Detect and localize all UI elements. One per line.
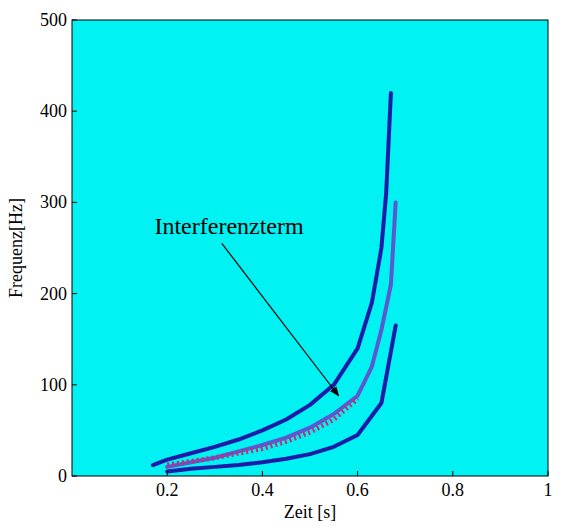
ridge-line [153, 93, 391, 465]
x-tick [548, 471, 549, 476]
series-group [153, 93, 396, 471]
x-tick-label: 0.2 [156, 480, 179, 500]
plot-area [72, 20, 548, 476]
y-tick [72, 111, 77, 112]
chart: 0.2 0.4 0.6 0.8 1 0 100 200 300 400 500 Zeit [s] Fre… [0, 0, 568, 531]
x-tick [167, 471, 168, 476]
y-tick-label: 500 [40, 10, 67, 30]
y-tick-label: 0 [58, 466, 67, 486]
y-tick [72, 202, 77, 203]
x-tick-label: 0.6 [346, 480, 369, 500]
plot-frame [72, 20, 548, 476]
x-tick [357, 471, 358, 476]
y-tick-label: 400 [40, 101, 67, 121]
y-tick [72, 476, 77, 477]
x-tick [452, 471, 453, 476]
annotation-text: Interferenzterm [154, 213, 304, 239]
y-tick [72, 293, 77, 294]
ridge-line [167, 326, 395, 472]
y-tick-label: 300 [40, 192, 67, 212]
x-axis-title: Zeit [s] [284, 502, 336, 522]
x-tick-label: 0.8 [442, 480, 465, 500]
annotation-arrow [222, 243, 339, 395]
x-tick-label: 0.4 [251, 480, 274, 500]
y-tick-label: 200 [40, 284, 67, 304]
y-axis-title: Frequenz[Hz] [6, 198, 26, 298]
x-tick [262, 471, 263, 476]
y-tick [72, 384, 77, 385]
x-tick-label: 1 [544, 480, 553, 500]
y-tick-label: 100 [40, 375, 67, 395]
y-tick [72, 20, 77, 21]
ridge-line [167, 398, 357, 465]
